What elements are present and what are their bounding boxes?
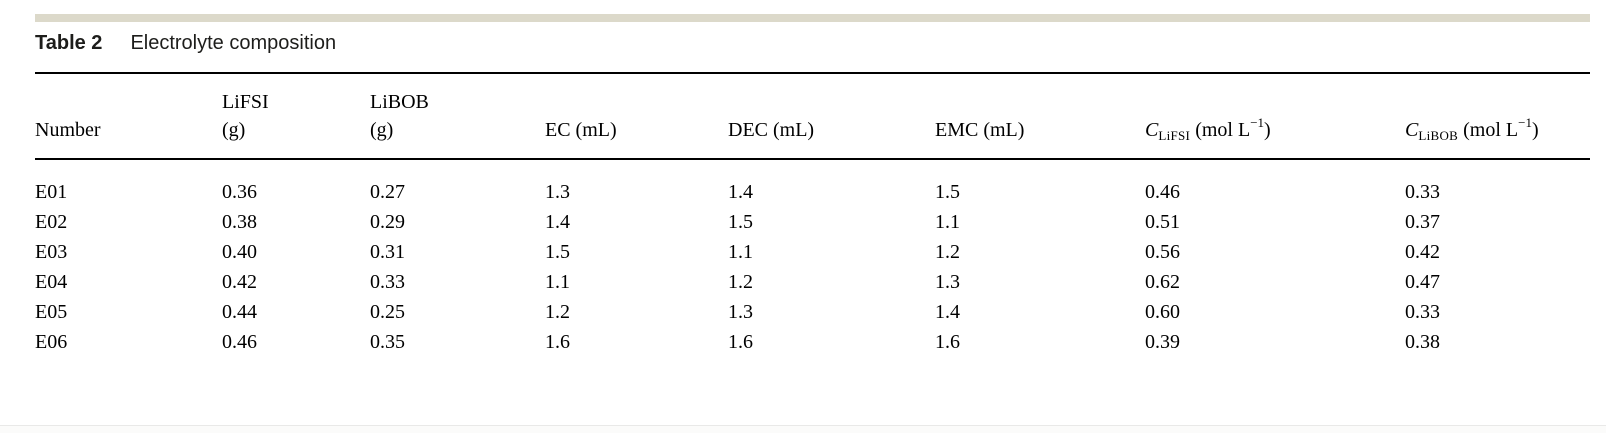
cell-libob-g: 0.27 — [370, 181, 405, 203]
col-header-dec-label: DEC (mL) — [728, 119, 815, 141]
cell-dec-ml: 1.4 — [728, 181, 753, 203]
col-header-lifsi-g: LiFSI (g) — [222, 73, 370, 160]
cell-lifsi-g: 0.40 — [222, 241, 257, 263]
c-libob-subscript: LiBOB — [1418, 128, 1459, 143]
col-header-number-label: Number — [35, 119, 101, 141]
col-header-libob-line1: LiBOB — [370, 91, 429, 113]
cell-number: E04 — [35, 271, 68, 293]
c-libob-exponent: −1 — [1518, 115, 1532, 130]
col-header-emc-label: EMC (mL) — [935, 119, 1025, 141]
cell-ec-ml: 1.1 — [545, 271, 570, 293]
cell-emc-ml: 1.5 — [935, 181, 960, 203]
electrolyte-composition-table: Number LiFSI (g) LiBOB (g) EC (mL) DEC (… — [35, 72, 1590, 357]
cell-dec-ml: 1.1 — [728, 241, 753, 263]
page-bottom-edge-strip — [0, 426, 1606, 433]
cell-ec-ml: 1.4 — [545, 211, 570, 233]
cell-number: E01 — [35, 181, 68, 203]
col-header-ec-label: EC (mL) — [545, 119, 617, 141]
col-header-c-libob: CLiBOB (mol L−1) — [1405, 73, 1590, 160]
cell-lifsi-g: 0.38 — [222, 211, 257, 233]
cell-number: E03 — [35, 241, 68, 263]
cell-ec-ml: 1.5 — [545, 241, 570, 263]
cell-libob-g: 0.29 — [370, 211, 405, 233]
cell-lifsi-g: 0.42 — [222, 271, 257, 293]
table-row: E03 0.40 0.31 1.5 1.1 1.2 0.56 0.42 — [35, 237, 1590, 267]
c-libob-unit: (mol L — [1458, 119, 1519, 141]
table-caption-label: Table 2 — [35, 32, 103, 54]
table-caption: Table 2 Electrolyte composition — [35, 31, 336, 55]
cell-c-lifsi: 0.51 — [1145, 211, 1180, 233]
cell-c-libob: 0.33 — [1405, 181, 1440, 203]
table-row: E04 0.42 0.33 1.1 1.2 1.3 0.62 0.47 — [35, 267, 1590, 297]
cell-c-libob: 0.38 — [1405, 331, 1440, 353]
cell-c-libob: 0.37 — [1405, 211, 1440, 233]
col-header-emc: EMC (mL) — [935, 73, 1145, 160]
cell-lifsi-g: 0.36 — [222, 181, 257, 203]
cell-libob-g: 0.33 — [370, 271, 405, 293]
cell-c-libob: 0.33 — [1405, 301, 1440, 323]
cell-libob-g: 0.31 — [370, 241, 405, 263]
col-header-c-lifsi: CLiFSI (mol L−1) — [1145, 73, 1405, 160]
table-row: E01 0.36 0.27 1.3 1.4 1.5 0.46 0.33 — [35, 159, 1590, 207]
table-caption-text: Electrolyte composition — [130, 32, 337, 54]
cell-number: E05 — [35, 301, 68, 323]
cell-emc-ml: 1.4 — [935, 301, 960, 323]
table-row: E06 0.46 0.35 1.6 1.6 1.6 0.39 0.38 — [35, 327, 1590, 357]
cell-emc-ml: 1.6 — [935, 331, 960, 353]
c-lifsi-close: ) — [1264, 119, 1271, 141]
cell-c-libob: 0.42 — [1405, 241, 1440, 263]
cell-ec-ml: 1.6 — [545, 331, 570, 353]
cell-c-lifsi: 0.56 — [1145, 241, 1180, 263]
c-libob-symbol: C — [1405, 119, 1419, 141]
table-header-row: Number LiFSI (g) LiBOB (g) EC (mL) DEC (… — [35, 73, 1590, 160]
table-row: E05 0.44 0.25 1.2 1.3 1.4 0.60 0.33 — [35, 297, 1590, 327]
col-header-ec: EC (mL) — [545, 73, 728, 160]
table-row: E02 0.38 0.29 1.4 1.5 1.1 0.51 0.37 — [35, 207, 1590, 237]
cell-c-lifsi: 0.46 — [1145, 181, 1180, 203]
cell-ec-ml: 1.3 — [545, 181, 570, 203]
section-divider-bar — [35, 14, 1590, 22]
col-header-lifsi-line2: (g) — [222, 119, 246, 141]
cell-c-lifsi: 0.62 — [1145, 271, 1180, 293]
cell-emc-ml: 1.3 — [935, 271, 960, 293]
col-header-number: Number — [35, 73, 222, 160]
c-lifsi-exponent: −1 — [1250, 115, 1265, 130]
col-header-libob-line2: (g) — [370, 119, 394, 141]
c-libob-close: ) — [1531, 119, 1539, 141]
cell-libob-g: 0.25 — [370, 301, 405, 323]
c-lifsi-subscript: LiFSI — [1158, 128, 1191, 143]
cell-c-lifsi: 0.39 — [1145, 331, 1180, 353]
cell-number: E02 — [35, 211, 68, 233]
cell-dec-ml: 1.6 — [728, 331, 753, 353]
cell-dec-ml: 1.2 — [728, 271, 753, 293]
cell-dec-ml: 1.5 — [728, 211, 753, 233]
table-body: E01 0.36 0.27 1.3 1.4 1.5 0.46 0.33 E02 0.38 0.29 1… — [35, 159, 1590, 357]
col-header-lifsi-line1: LiFSI — [222, 91, 269, 113]
cell-ec-ml: 1.2 — [545, 301, 570, 323]
col-header-dec: DEC (mL) — [728, 73, 935, 160]
cell-emc-ml: 1.1 — [935, 211, 960, 233]
cell-lifsi-g: 0.46 — [222, 331, 257, 353]
cell-dec-ml: 1.3 — [728, 301, 753, 323]
cell-lifsi-g: 0.44 — [222, 301, 257, 323]
c-lifsi-symbol: C — [1145, 119, 1159, 141]
cell-number: E06 — [35, 331, 68, 353]
cell-emc-ml: 1.2 — [935, 241, 960, 263]
cell-c-lifsi: 0.60 — [1145, 301, 1180, 323]
page-bottom-edge-line — [0, 425, 1606, 426]
cell-libob-g: 0.35 — [370, 331, 405, 353]
col-header-libob-g: LiBOB (g) — [370, 73, 545, 160]
c-lifsi-unit: (mol L — [1190, 119, 1251, 141]
cell-c-libob: 0.47 — [1405, 271, 1440, 293]
